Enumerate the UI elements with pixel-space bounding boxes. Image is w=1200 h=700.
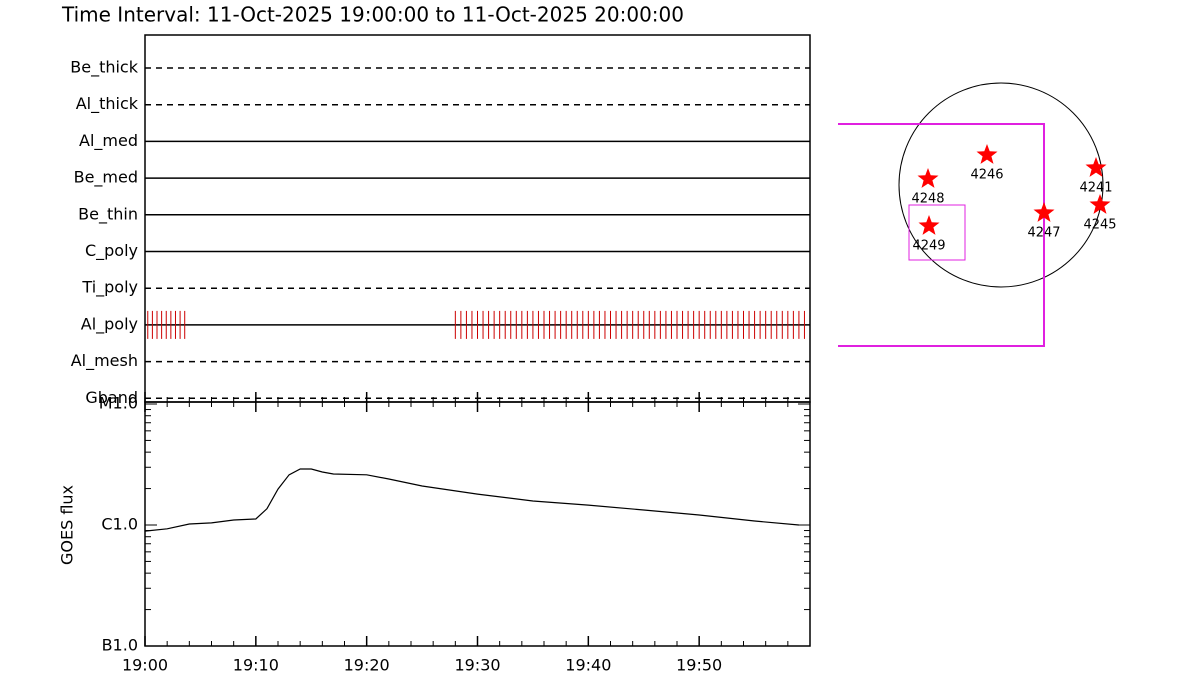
row-label: Al_poly [81, 314, 138, 334]
region-label: 4248 [911, 192, 944, 207]
y-axis-label: GOES flux [58, 485, 77, 565]
fov-box [838, 123, 1045, 347]
sun-map: 4248 4246 4241 4247 4245 4249 [838, 82, 1117, 347]
solar-limb [898, 82, 1104, 288]
region-label: 4246 [970, 168, 1003, 183]
row-label: Ti_poly [81, 278, 138, 298]
goes-curve [144, 468, 799, 532]
region-star [917, 168, 939, 188]
region-label: 4245 [1083, 218, 1116, 233]
region-label: 4241 [1079, 181, 1112, 196]
x-tick-label: 19:50 [676, 656, 722, 675]
row-label: Be_med [74, 168, 138, 188]
region-star [918, 215, 940, 235]
x-tick-label: 19:10 [233, 656, 279, 675]
title: Time Interval: 11-Oct-2025 19:00:00 to 1… [61, 3, 684, 27]
y-tick-label: M1.0 [99, 394, 138, 413]
row-label: Be_thick [70, 58, 138, 78]
x-tick-label: 19:00 [122, 656, 168, 675]
x-tick-label: 19:20 [344, 656, 390, 675]
y-tick-label: B1.0 [102, 636, 138, 655]
row-label: Be_thin [78, 204, 138, 224]
region-star [1089, 194, 1111, 214]
row-label: Al_mesh [71, 351, 138, 371]
row-label: C_poly [85, 241, 138, 261]
row-label: Gband [85, 388, 138, 407]
y-tick-label: C1.0 [101, 515, 138, 534]
region-star [1085, 157, 1107, 177]
region-label: 4249 [912, 239, 945, 254]
x-tick-label: 19:40 [565, 656, 611, 675]
row-label: Al_med [79, 131, 138, 151]
timeline-frame [144, 34, 811, 403]
x-tick-label: 19:30 [454, 656, 500, 675]
sub-fov-box [908, 204, 966, 261]
region-star [976, 144, 998, 164]
region-label: 4247 [1027, 226, 1060, 241]
row-label: Al_thick [76, 94, 139, 114]
region-star [1033, 202, 1055, 222]
goes-frame [144, 401, 811, 647]
